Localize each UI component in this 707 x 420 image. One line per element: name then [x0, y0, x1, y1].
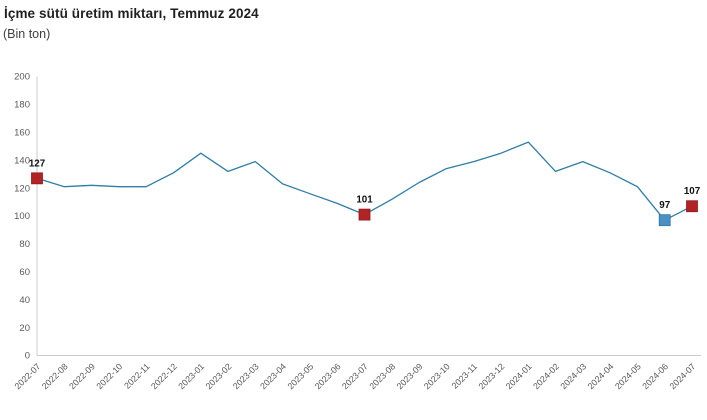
y-tick-label: 120: [14, 183, 30, 194]
x-tick-label: 2023-06: [313, 361, 343, 391]
value-label-2024-07: 107: [684, 186, 701, 197]
x-tick-label: 2024-04: [586, 361, 616, 391]
chart-unit-label: (Bin ton): [3, 27, 51, 41]
x-tick-label: 2022-07: [13, 361, 43, 391]
x-tick-label: 2023-04: [258, 361, 288, 391]
chart-title: İçme sütü üretim miktarı, Temmuz 2024: [4, 6, 259, 21]
x-tick-label: 2023-03: [231, 361, 261, 391]
series-line: [36, 141, 693, 221]
x-tick-label: 2023-12: [476, 361, 506, 391]
y-tick-label: 40: [19, 295, 30, 306]
value-label-2024-06: 97: [659, 200, 670, 211]
x-tick-label: 2022-11: [122, 361, 152, 391]
y-tick-label: 200: [14, 72, 30, 83]
y-tick-label: 20: [19, 323, 30, 334]
y-tick-label: 0: [25, 351, 30, 362]
x-tick-label: 2024-02: [531, 361, 561, 391]
x-tick-label: 2023-05: [285, 361, 315, 391]
y-tick-label: 140: [14, 155, 30, 166]
x-tick-label: 2023-11: [450, 361, 480, 391]
x-tick-label: 2022-12: [149, 361, 179, 391]
value-label-2022-07: 127: [29, 158, 46, 169]
y-tick-label: 180: [14, 100, 30, 111]
marker-2024-06: [658, 214, 671, 227]
x-tick-label: 2023-09: [395, 361, 425, 391]
x-tick-label: 2023-01: [176, 361, 206, 391]
value-label-2023-07: 101: [356, 195, 373, 206]
x-tick-label: 2022-10: [94, 361, 124, 391]
x-tick-label: 2022-09: [67, 361, 97, 391]
x-tick-label: 2023-02: [204, 361, 234, 391]
x-tick-label: 2024-01: [504, 361, 534, 391]
x-tick-label: 2024-07: [668, 361, 698, 391]
y-tick-label: 160: [14, 128, 30, 139]
x-tick-label: 2024-06: [640, 361, 670, 391]
marker-2022-07: [31, 172, 43, 185]
y-tick-label: 80: [19, 239, 30, 250]
x-tick-label: 2023-10: [422, 361, 452, 391]
y-tick-label: 100: [14, 211, 30, 222]
x-tick-label: 2024-05: [613, 361, 643, 391]
x-tick-label: 2023-08: [367, 361, 397, 391]
marker-2023-07: [358, 208, 371, 221]
marker-2024-07: [686, 200, 698, 213]
y-tick-label: 60: [19, 267, 30, 278]
x-tick-label: 2023-07: [340, 361, 370, 391]
x-tick-label: 2022-08: [40, 361, 70, 391]
x-tick-label: 2024-03: [558, 361, 588, 391]
